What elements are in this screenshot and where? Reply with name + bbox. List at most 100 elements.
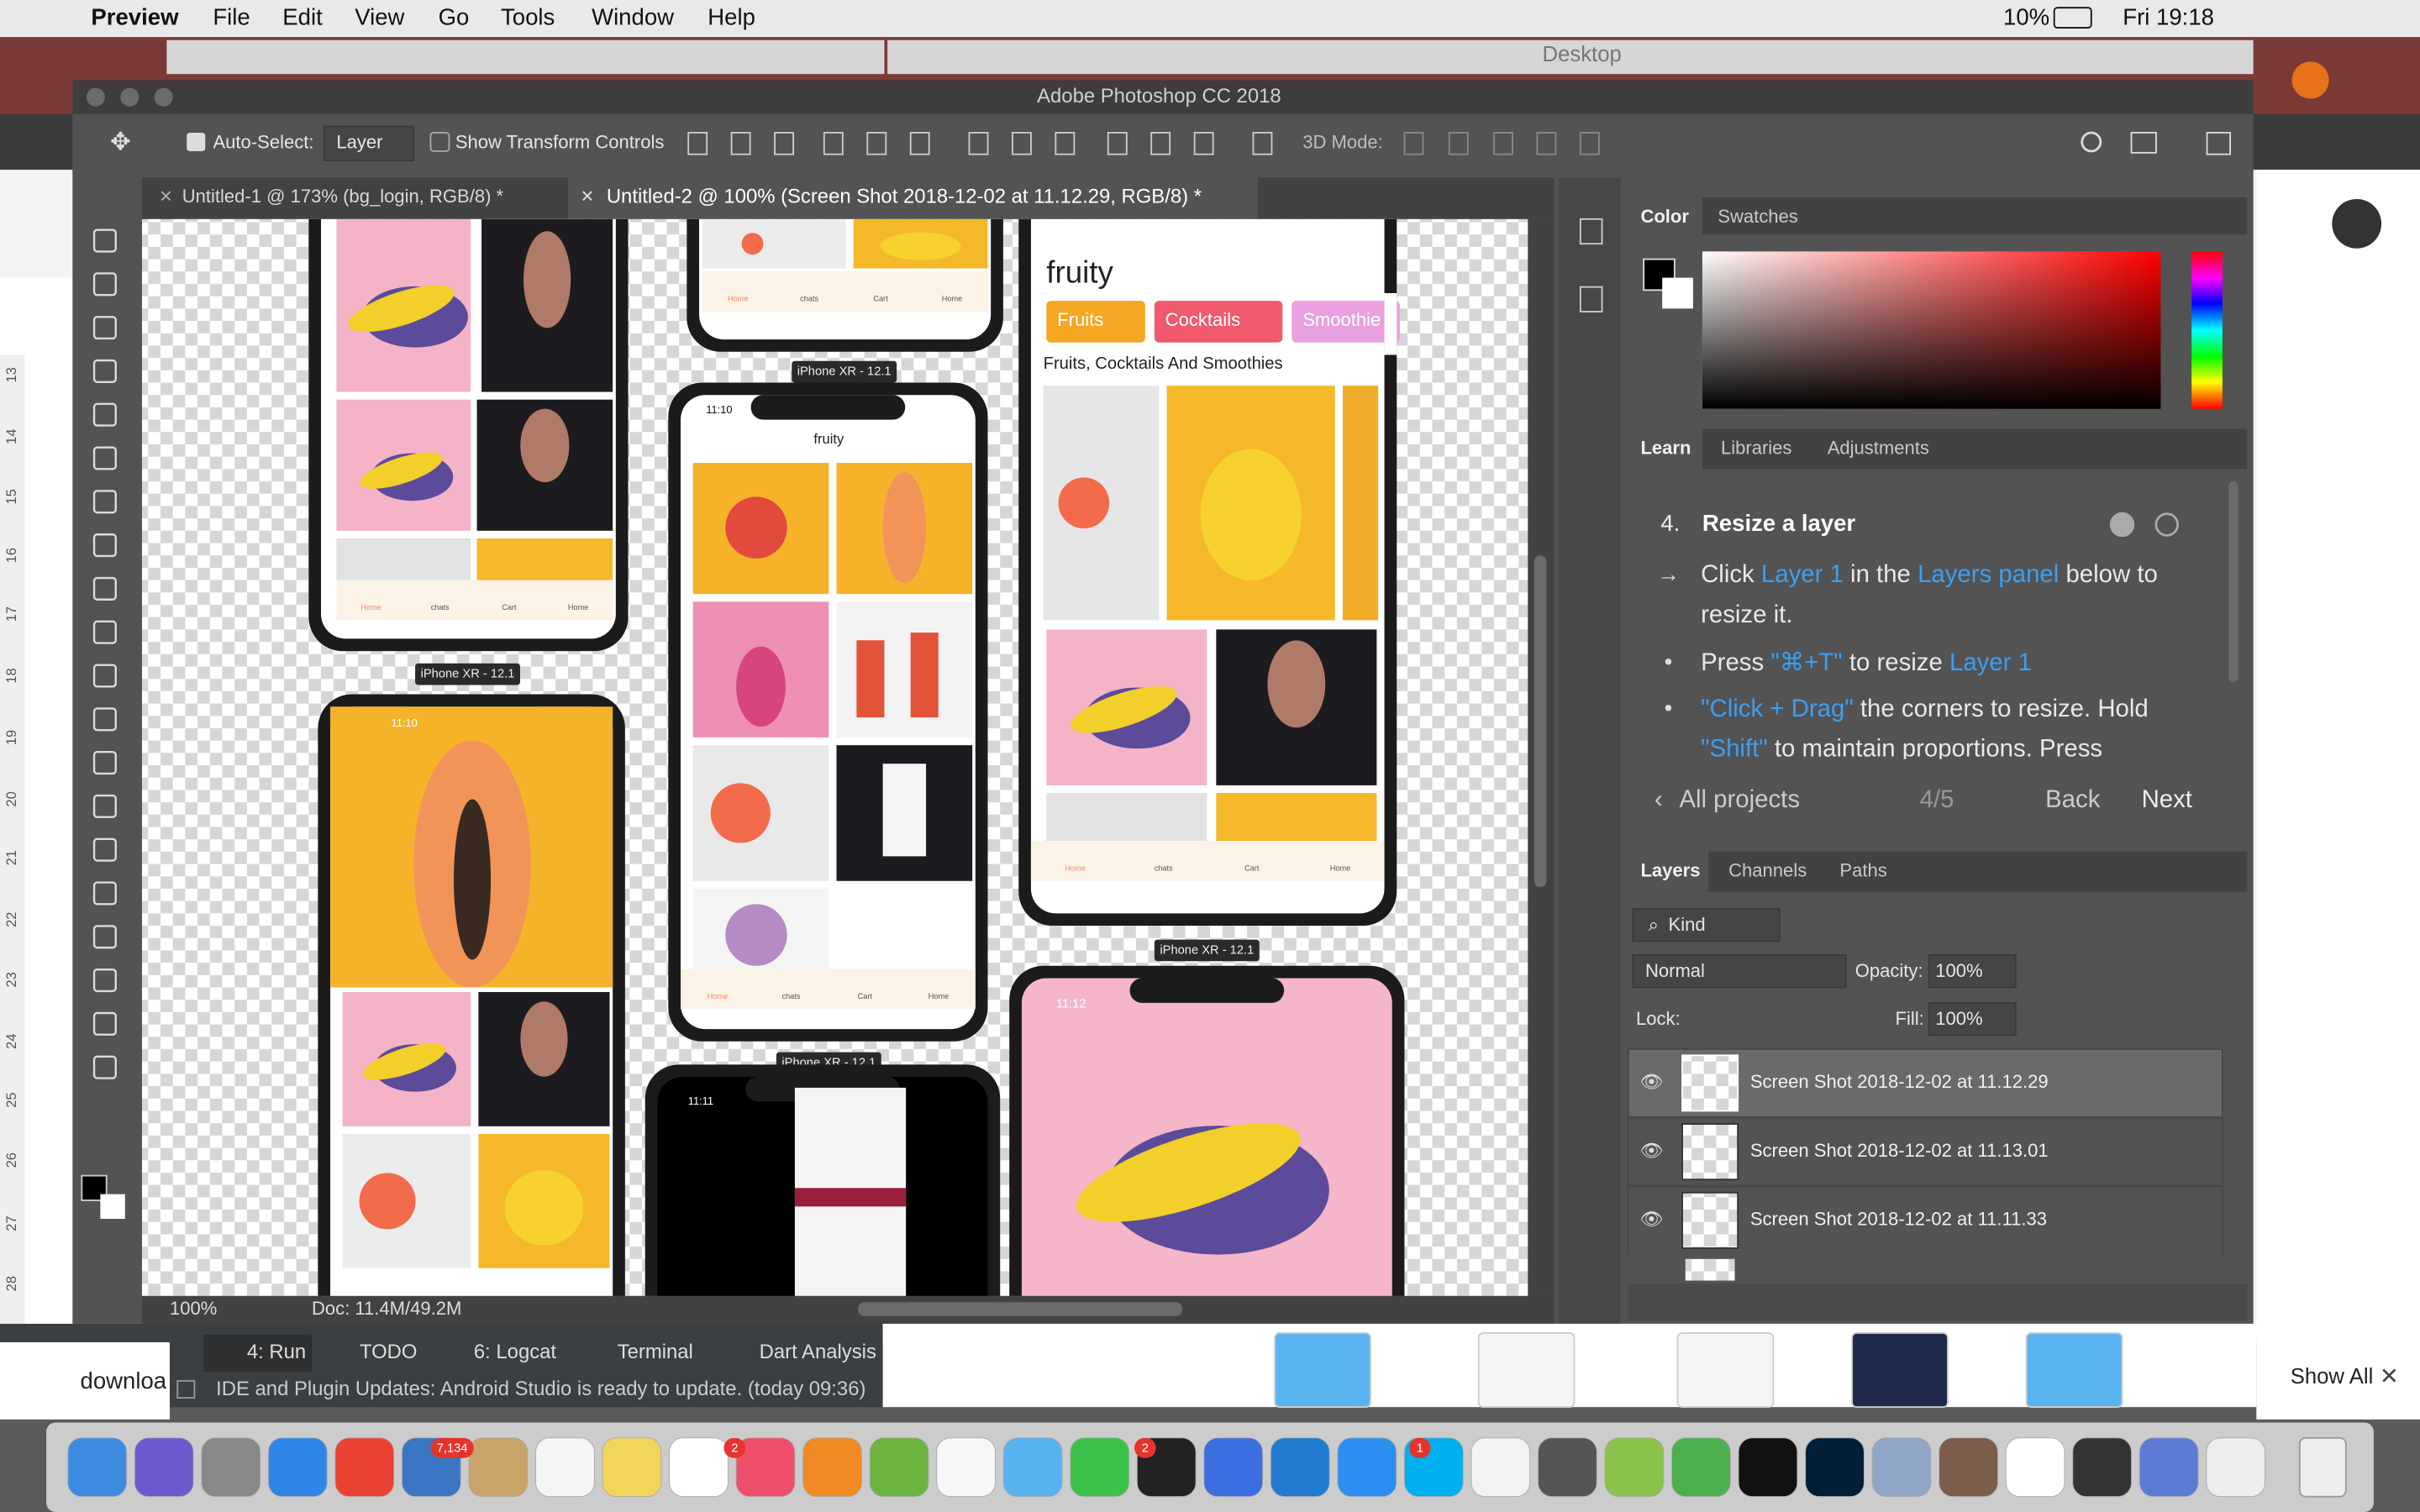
file-icon[interactable] [1851,1332,1949,1409]
file-icon[interactable] [2025,1332,2123,1409]
tool-icon[interactable] [92,359,117,383]
dock-icon[interactable] [67,1437,128,1498]
tool-window-tab[interactable]: TODO [360,1341,418,1363]
panel-tab[interactable]: Swatches [1718,206,1798,227]
back-button[interactable]: Back [2045,785,2101,813]
panel-tab[interactable]: Channels [1728,860,1807,881]
close-button[interactable] [86,87,105,107]
dock-icon[interactable] [134,1437,194,1498]
auto-select-checkbox[interactable] [187,132,206,151]
dock-icon[interactable] [869,1437,929,1498]
align-icon[interactable] [1493,132,1513,155]
align-icon[interactable] [1403,132,1424,155]
align-icon[interactable] [1252,132,1273,155]
zoom-level[interactable]: 100% [170,1298,217,1319]
align-icon[interactable] [1150,132,1171,155]
align-icon[interactable] [823,132,844,155]
tool-icon[interactable] [92,837,117,862]
dock-icon[interactable] [468,1437,529,1498]
align-icon[interactable] [1579,132,1600,155]
all-projects[interactable]: All projects [1679,785,1800,813]
menu-item[interactable]: View [355,3,404,29]
tool-window-tab[interactable]: 4: Run [247,1341,306,1363]
move-tool-icon[interactable]: ✥ [110,129,131,156]
tool-icon[interactable] [92,969,117,993]
show-all[interactable]: Show All [2291,1365,2374,1389]
visibility-icon[interactable]: 👁 [1639,1140,1663,1161]
menu-item[interactable]: Go [439,3,470,29]
share-icon[interactable] [2206,132,2231,155]
menu-item[interactable]: Tools [501,3,555,29]
layer-name[interactable]: Screen Shot 2018-12-02 at 11.13.01 [1750,1140,2049,1161]
trash[interactable] [2298,1436,2347,1498]
dock-icon[interactable] [1070,1437,1130,1498]
back-chevron[interactable]: ‹ [1655,785,1663,813]
panel-tab[interactable]: Adjustments [1828,437,1929,458]
tool-icon[interactable] [92,533,117,558]
panel-tab[interactable]: Learn [1640,437,1691,458]
tool-icon[interactable] [92,316,117,340]
dock-icon[interactable] [2206,1437,2266,1498]
align-icon[interactable] [774,132,794,155]
fill-field[interactable] [1928,1001,2017,1037]
dock-icon[interactable] [201,1437,261,1498]
bg-swatch[interactable] [1662,277,1693,309]
file-icon[interactable] [1274,1332,1371,1409]
dock-icon[interactable] [535,1437,595,1498]
align-icon[interactable] [1193,132,1214,155]
align-icon[interactable] [730,132,751,155]
tool-icon[interactable] [92,446,117,470]
search-icon[interactable] [2081,131,2102,153]
hue-slider[interactable] [2191,251,2223,409]
file-icon[interactable] [1477,1332,1576,1409]
opacity-field[interactable] [1928,954,2017,989]
link[interactable]: Layer 1 [1761,560,1844,588]
tab-close[interactable]: ✕ [581,187,595,206]
dock-icon[interactable] [267,1437,328,1498]
dock-icon[interactable] [1203,1437,1264,1498]
align-icon[interactable] [968,132,989,155]
tool-icon[interactable] [92,272,117,297]
dock-icon[interactable] [1871,1437,1932,1498]
align-icon[interactable] [909,132,930,155]
align-icon[interactable] [1055,132,1076,155]
blend-select[interactable] [1632,954,1847,989]
dock-icon[interactable] [2139,1437,2199,1498]
align-icon[interactable] [1536,132,1557,155]
dock-icon[interactable] [334,1437,395,1498]
menu-item[interactable]: Window [592,3,674,29]
panel-tab[interactable]: Libraries [1721,437,1791,458]
dock-icon[interactable] [1671,1437,1731,1498]
dock-icon[interactable] [602,1437,662,1498]
kind-select[interactable] [1632,907,1781,942]
tool-icon[interactable] [92,751,117,775]
link[interactable]: Layers panel [1918,560,2059,588]
dock-icon[interactable] [1538,1437,1597,1498]
dock-icon[interactable] [936,1437,996,1498]
dock-icon[interactable] [802,1437,862,1498]
dock-icon[interactable] [735,1437,796,1498]
dock-icon[interactable] [1337,1437,1397,1498]
link[interactable]: "Shift" [1701,734,1768,762]
tool-icon[interactable] [92,402,117,427]
background-color[interactable] [100,1194,125,1220]
dock-icon[interactable] [1939,1437,1998,1498]
link[interactable]: Layer 1 [1949,648,2032,676]
menu-item[interactable]: File [213,3,250,29]
tool-window-tab[interactable]: Dart Analysis [760,1341,876,1363]
align-icon[interactable] [1448,132,1469,155]
layer-name[interactable]: Screen Shot 2018-12-02 at 11.12.29 [1750,1071,2049,1092]
align-icon[interactable] [687,132,708,155]
transform-checkbox[interactable] [429,132,450,152]
menu-item[interactable]: Help [708,3,755,29]
learn-scroll[interactable] [2228,481,2238,682]
tool-icon[interactable] [92,881,117,906]
panel-tab[interactable]: Color [1640,206,1689,227]
document-tab[interactable]: Untitled-1 @ 173% (bg_login, RGB/8) * [182,186,504,207]
tool-icon[interactable] [92,228,117,253]
panel-tab[interactable]: Layers [1640,860,1700,881]
app-menu[interactable]: Preview [91,3,179,29]
next-button[interactable]: Next [2142,785,2192,813]
dock-icon[interactable] [1002,1437,1063,1498]
3d-icon[interactable] [1579,286,1603,312]
